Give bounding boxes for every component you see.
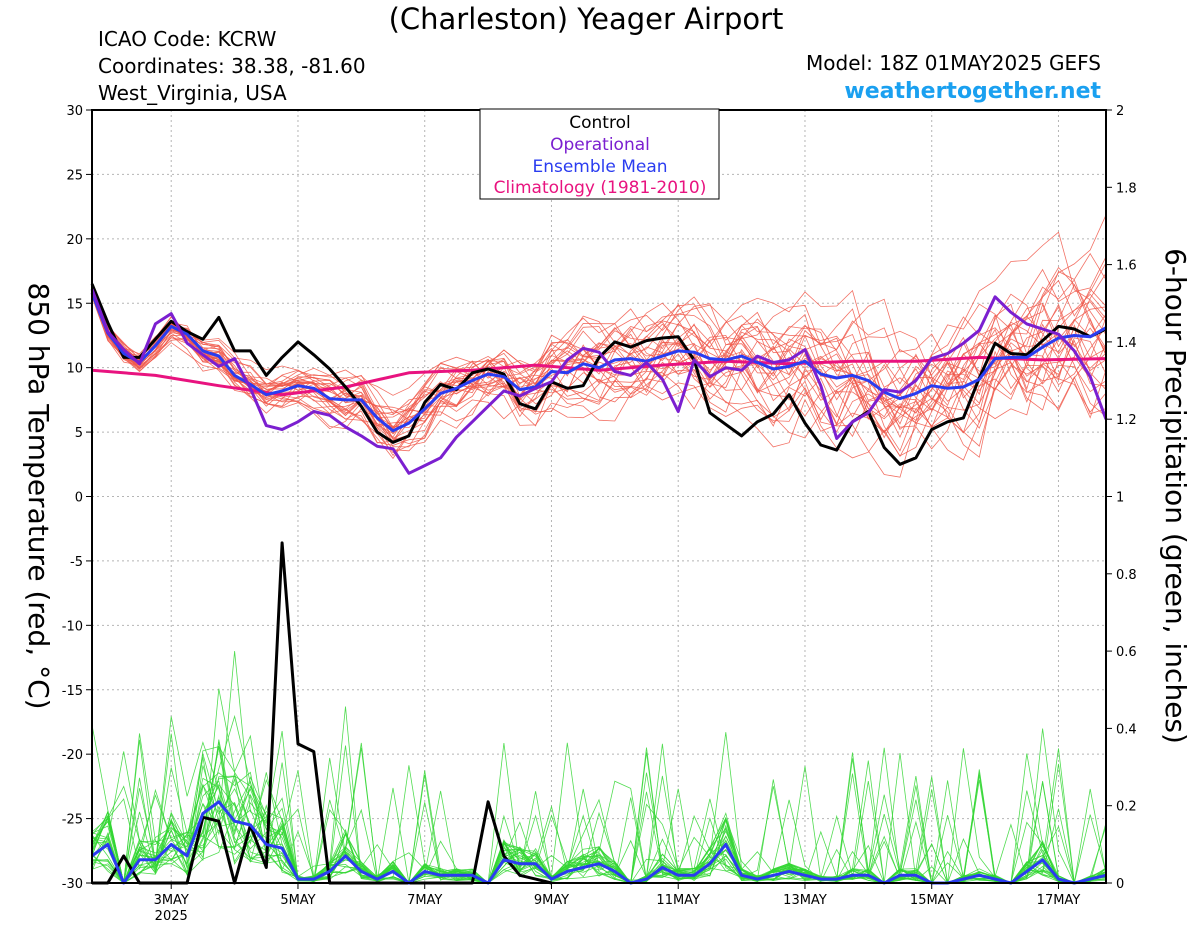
y-tick-label: -30: [62, 877, 83, 892]
legend-control: Control: [569, 113, 630, 133]
y2-tick-label: 0.4: [1116, 722, 1137, 737]
y-tick-label: 30: [66, 104, 83, 119]
y-tick-label: 25: [66, 168, 83, 183]
legend-box: [479, 108, 720, 200]
x-tick-label: 9MAY: [534, 893, 569, 908]
temp-member-line: [91, 294, 1107, 430]
ensemble-members: [91, 214, 1107, 885]
y-tick-label: -10: [62, 619, 83, 634]
grid: [92, 110, 1106, 883]
precip-member-line: [91, 714, 1107, 885]
y-tick-label: -25: [62, 813, 83, 828]
y-tick-label: 20: [66, 233, 83, 248]
legend-operational: Operational: [550, 135, 650, 155]
y-tick-label: 5: [75, 426, 83, 441]
y2-tick-label: 1: [1116, 491, 1124, 506]
y-axis-label: 850 hPa Temperature (red, °C): [22, 282, 55, 709]
x-tick-label: 5MAY: [280, 893, 315, 908]
x-tick-label: 15MAY: [910, 893, 954, 908]
x-tick-label: 7MAY: [407, 893, 442, 908]
y2-axis-label: 6-hour Precipitation (green, inches): [1159, 248, 1192, 744]
precip-member-line: [91, 688, 1107, 884]
model-run: Model: 18Z 01MAY2025 GEFS: [806, 51, 1101, 75]
y2-tick-label: 1.2: [1116, 413, 1137, 428]
legend-climatology: Climatology (1981-2010): [494, 178, 707, 198]
y-tick-label: -20: [62, 748, 83, 763]
chart-title: (Charleston) Yeager Airport: [389, 2, 784, 36]
x-tick-label: 11MAY: [656, 893, 700, 908]
y2-tick-label: 0.2: [1116, 800, 1137, 815]
temp-member-line: [91, 294, 1107, 433]
y2-tick-label: 0.8: [1116, 568, 1137, 583]
legend: Control Operational Ensemble Mean Climat…: [479, 108, 720, 200]
y2-tick-label: 1.4: [1116, 336, 1137, 351]
y-tick-label: 10: [66, 362, 83, 377]
temp-member-line: [91, 288, 1107, 439]
temp-member-line: [91, 288, 1107, 433]
coordinates: Coordinates: 38.38, -81.60: [98, 54, 366, 78]
y2-tick-label: 1.6: [1116, 259, 1137, 274]
control-temperature-line: [90, 283, 1107, 466]
y2-tick-label: 1.8: [1116, 181, 1137, 196]
temp-member-line: [91, 296, 1107, 452]
temp-member-line: [91, 291, 1107, 414]
precip-member-line: [91, 716, 1107, 885]
y-tick-label: -5: [70, 555, 83, 570]
axis-ticks: -30-25-20-15-10-505101520253000.20.40.60…: [62, 104, 1137, 924]
ensemble-mean-temperature-line: [90, 292, 1107, 433]
region: West_Virginia, USA: [98, 81, 287, 105]
site-link[interactable]: weathertogether.net: [844, 79, 1101, 104]
y2-tick-label: 2: [1116, 104, 1124, 119]
x-year-label: 2025: [155, 909, 188, 924]
x-tick-label: 13MAY: [783, 893, 827, 908]
x-tick-label: 17MAY: [1037, 893, 1081, 908]
temp-member-line: [91, 296, 1107, 435]
operational-temperature-line: [90, 288, 1108, 475]
temp-member-line: [91, 252, 1107, 457]
temp-member-line: [91, 292, 1107, 448]
y-tick-label: 15: [66, 297, 83, 312]
x-tick-label: 3MAY: [154, 893, 189, 908]
y2-tick-label: 0.6: [1116, 645, 1137, 660]
legend-ensemble-mean: Ensemble Mean: [532, 157, 667, 177]
y-tick-label: -15: [62, 684, 83, 699]
y2-tick-label: 0: [1116, 877, 1124, 892]
icao-code: ICAO Code: KCRW: [98, 27, 277, 51]
temp-member-line: [91, 294, 1107, 433]
y-tick-label: 0: [75, 491, 83, 506]
